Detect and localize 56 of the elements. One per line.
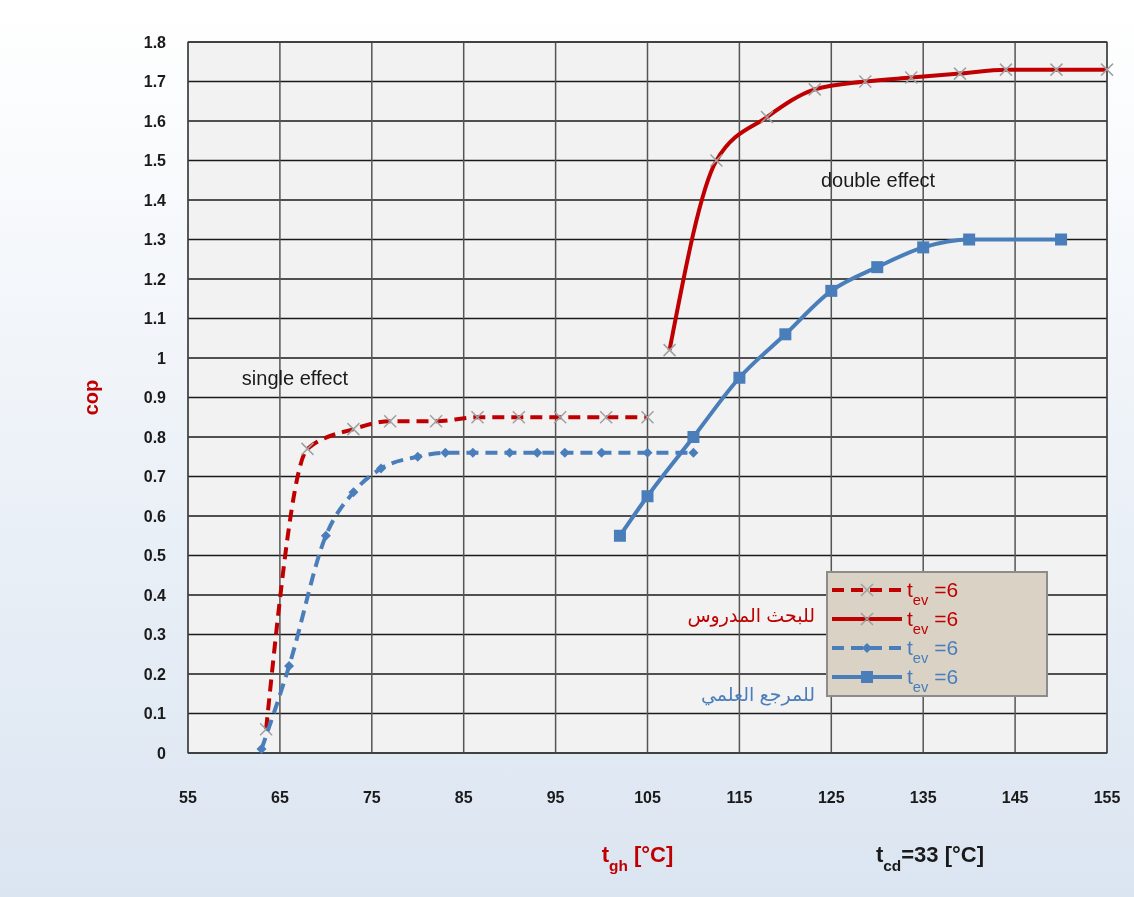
x-tick-label: 85 — [454, 789, 473, 806]
x-tick-label: 65 — [271, 789, 289, 806]
text: t$_{cd}$=33 [°C] — [875, 842, 985, 874]
point — [256, 744, 267, 755]
x-tick-label: 75 — [362, 789, 381, 806]
legend-label: t$_{ev}$ =6 — [907, 578, 959, 608]
point — [348, 487, 359, 498]
y-tick-label: 1.1 — [143, 310, 167, 328]
y-tick-label: 0.6 — [143, 507, 167, 525]
x-tick-label: 115 — [726, 789, 753, 806]
legend-label: t$_{ev}$ =6 — [907, 665, 959, 695]
y-tick-label: 1.7 — [143, 73, 167, 91]
point — [320, 530, 331, 541]
point — [963, 233, 976, 246]
point — [532, 447, 543, 458]
y-tick-label: 1.4 — [143, 191, 167, 209]
x-tick-label: 145 — [1001, 789, 1029, 806]
x-tick-label: 95 — [546, 789, 565, 806]
x-tick-label: 125 — [817, 789, 845, 806]
point — [412, 451, 423, 462]
y-tick-label: 1 — [157, 349, 167, 367]
legend-label: t$_{ev}$ =6 — [907, 636, 959, 666]
x-tick-label: 155 — [1093, 789, 1121, 806]
point — [1055, 233, 1068, 246]
y-tick-label: 0.9 — [143, 389, 167, 407]
point — [917, 241, 930, 254]
point — [559, 447, 570, 458]
y-tick-label: 1.2 — [143, 270, 167, 288]
y-tick-label: 0.3 — [143, 626, 167, 644]
y-tick-label: 1.5 — [143, 152, 167, 170]
point — [613, 529, 626, 542]
point — [375, 463, 386, 474]
x-axis-title: t$_{gh}$ [°C] — [601, 842, 674, 874]
y-tick-label: 0 — [157, 744, 167, 762]
y-tick-label: 0.8 — [143, 428, 167, 446]
y-axis-title: cop — [80, 379, 102, 416]
point — [687, 431, 700, 443]
point — [284, 661, 295, 672]
point — [688, 447, 699, 458]
y-tick-label: 0.7 — [143, 468, 167, 486]
y-tick-label: 0.4 — [143, 586, 167, 604]
y-tick-label: 1.3 — [143, 231, 167, 249]
y-tick-label: 1.8 — [143, 33, 167, 51]
point — [871, 261, 884, 274]
point — [779, 328, 792, 341]
x-tick-label: 55 — [179, 789, 197, 806]
y-tick-label: 0.2 — [143, 665, 167, 683]
x-tick-label: 135 — [909, 789, 937, 806]
y-tick-label: 0.1 — [143, 705, 167, 723]
y-tick-label: 1.6 — [143, 112, 167, 130]
y-tick-label: 0.5 — [143, 547, 167, 565]
x-tick-label: 105 — [634, 789, 661, 806]
point — [733, 371, 746, 384]
point — [641, 490, 654, 503]
point — [825, 284, 838, 297]
legend-label: t$_{ev}$ =6 — [907, 607, 959, 637]
